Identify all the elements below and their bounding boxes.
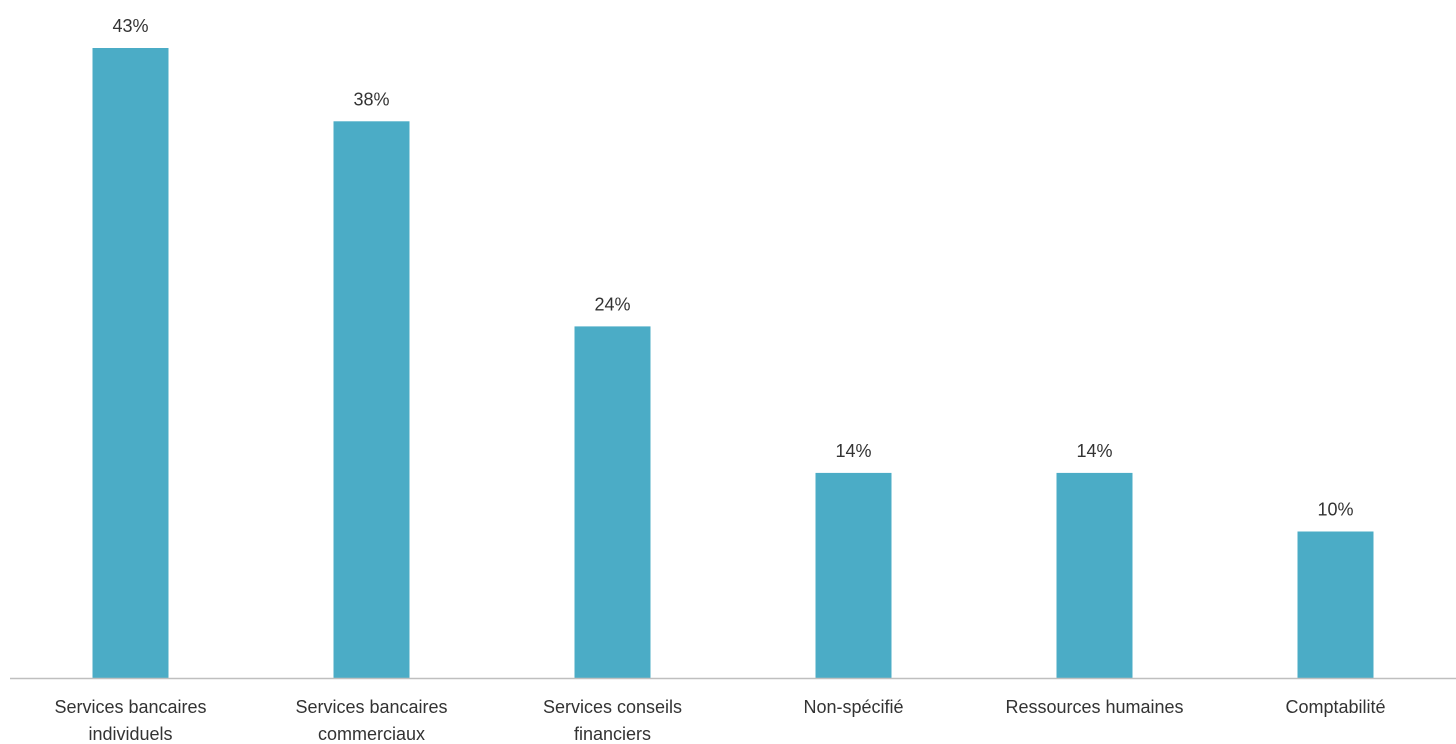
- category-label-line: Ressources humaines: [1005, 697, 1183, 717]
- category-label-line: Services bancaires: [295, 697, 447, 717]
- data-label: 38%: [353, 89, 389, 109]
- category-label-line: financiers: [574, 724, 651, 744]
- data-label: 14%: [835, 441, 871, 461]
- bar: [1297, 531, 1374, 678]
- category-label: Ressources humaines: [1005, 697, 1183, 717]
- category-label-line: commerciaux: [318, 724, 425, 744]
- category-label-line: Comptabilité: [1285, 697, 1385, 717]
- category-label: Services bancaires individuels: [54, 697, 206, 744]
- category-label-line: Services conseils: [543, 697, 682, 717]
- data-label: 14%: [1076, 441, 1112, 461]
- category-label: Comptabilité: [1285, 697, 1385, 717]
- category-label: Services conseils financiers: [543, 697, 682, 744]
- bar: [333, 121, 410, 679]
- category-label-line: Non-spécifié: [803, 697, 903, 717]
- category-label: Services bancaires commerciaux: [295, 697, 447, 744]
- data-label: 43%: [112, 16, 148, 36]
- category-label: Non-spécifié: [803, 697, 903, 717]
- bars-group: [92, 48, 1374, 679]
- bar: [574, 326, 651, 678]
- category-label-line: individuels: [88, 724, 172, 744]
- bar: [92, 48, 169, 678]
- bar: [815, 472, 892, 678]
- category-label-line: Services bancaires: [54, 697, 206, 717]
- bar: [1056, 472, 1133, 678]
- data-label: 10%: [1317, 500, 1353, 520]
- data-label: 24%: [594, 294, 630, 314]
- data-labels-group: 43% 38% 24% 14% 14% 10%: [112, 16, 1353, 520]
